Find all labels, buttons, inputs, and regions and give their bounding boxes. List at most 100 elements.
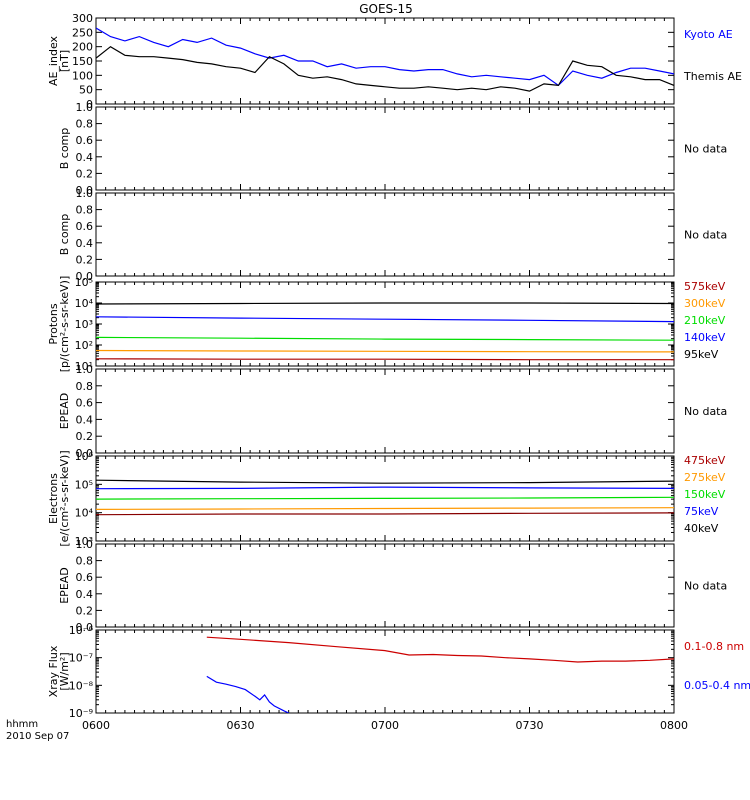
legend-label: 75keV	[684, 505, 719, 518]
x-tick-label: 0730	[516, 719, 544, 732]
legend-label: 40keV	[684, 522, 719, 535]
y-axis-label: [W/m²]	[58, 652, 71, 690]
y-tick-label: 10¹	[75, 360, 93, 373]
y-axis-label: Protons	[47, 303, 60, 344]
y-tick-label: 0.6	[76, 397, 94, 410]
panel-6: 0.0 0.2 0.4 0.6 0.8 1.0 EPEAD No data	[58, 538, 727, 634]
y-tick-label: 1.0	[76, 187, 94, 200]
y-axis-label: Electrons	[47, 473, 60, 524]
time-axis: 0600 0630 0700 0730 0800	[82, 719, 688, 732]
y-axis-label: B comp	[58, 214, 71, 256]
series-line-475keV	[96, 512, 674, 516]
panel-5: 10³ 10⁴ 10⁵ 10⁶ Electrons[e/(cm²-s-sr-keV)] 4…	[47, 450, 726, 548]
y-axis-label: AE_index	[47, 35, 60, 86]
y-tick-label: 10⁵	[75, 276, 93, 289]
y-tick-label: 250	[72, 26, 93, 39]
y-tick-label: 0.4	[76, 237, 94, 250]
y-tick-label: 10⁻⁶	[69, 624, 94, 637]
legend-label: No data	[684, 143, 727, 156]
y-tick-label: 0.4	[76, 413, 94, 426]
legend-label: 275keV	[684, 471, 726, 484]
y-tick-label: 1.0	[76, 538, 94, 551]
panel-frame	[95, 543, 675, 628]
series-line-275keV	[96, 507, 674, 510]
series-line-210keV	[96, 336, 674, 341]
y-tick-label: 0.2	[76, 167, 94, 180]
panel-2: 0.0 0.2 0.4 0.6 0.8 1.0 B comp No data	[58, 187, 727, 283]
series-line-150keV	[96, 496, 674, 500]
legend-label: 210keV	[684, 314, 726, 327]
y-axis-label: B comp	[58, 128, 71, 170]
y-tick-label: 0.0	[76, 447, 94, 460]
panel-7: 10⁻⁹ 10⁻⁸ 10⁻⁷ 10⁻⁶ Xray Flux[W/m²] 0.1-0.8 n…	[47, 624, 750, 720]
y-tick-label: 0.0	[76, 621, 94, 634]
panel-frame	[95, 629, 675, 714]
panel-4: 0.0 0.2 0.4 0.6 0.8 1.0 EPEAD No data	[58, 363, 727, 460]
series-line-40keV	[96, 479, 674, 484]
y-tick-label: 0.2	[76, 604, 94, 617]
y-tick-label: 1.0	[76, 363, 94, 376]
legend-label: No data	[684, 580, 727, 593]
y-tick-label: 200	[72, 41, 93, 54]
legend-label: No data	[684, 229, 727, 242]
y-tick-label: 10²	[75, 339, 93, 352]
legend-label: 95keV	[684, 348, 719, 361]
panel-3: 10¹ 10² 10³ 10⁴ 10⁵ Protons[p/(cm²-s-sr-keV)]…	[47, 276, 726, 373]
y-tick-label: 10⁴	[75, 507, 94, 520]
y-tick-label: 10⁻⁸	[69, 679, 94, 692]
legend-label: Kyoto AE	[684, 28, 733, 41]
y-tick-label: 1.0	[76, 101, 94, 114]
y-tick-label: 10⁶	[75, 450, 94, 463]
legend-label: 150keV	[684, 488, 726, 501]
y-tick-label: 0.0	[76, 184, 94, 197]
panel-frame	[95, 192, 675, 277]
y-tick-label: 0.6	[76, 571, 94, 584]
series-line-140keV	[96, 316, 674, 323]
figure-title: GOES-15	[359, 2, 413, 16]
x-tick-label: 0630	[227, 719, 255, 732]
panel-1: 0.0 0.2 0.4 0.6 0.8 1.0 B comp No data	[58, 101, 727, 197]
y-axis-label: [p/(cm²-s-sr-keV)]	[58, 276, 71, 373]
y-tick-label: 0.6	[76, 134, 94, 147]
y-tick-label: 50	[79, 84, 93, 97]
x-tick-label: 0800	[660, 719, 688, 732]
y-tick-label: 300	[72, 12, 93, 25]
y-tick-label: 0.2	[76, 253, 94, 266]
legend-label: Themis AE	[683, 70, 742, 83]
y-tick-label: 0.0	[76, 270, 94, 283]
y-tick-label: 10³	[75, 535, 93, 548]
y-tick-label: 0.8	[76, 555, 94, 568]
panel-frame	[95, 368, 675, 454]
y-tick-label: 100	[72, 69, 93, 82]
y-axis-label: [nT]	[58, 50, 71, 72]
x-tick-label: 0700	[371, 719, 399, 732]
y-tick-label: 0.2	[76, 430, 94, 443]
series-line-95keV	[96, 302, 674, 305]
y-tick-label: 0.4	[76, 588, 94, 601]
y-tick-label: 0.6	[76, 220, 94, 233]
y-tick-label: 150	[72, 55, 93, 68]
y-axis-label: EPEAD	[58, 393, 71, 430]
series-line-75keV	[96, 486, 674, 490]
legend-label: 0.1-0.8 nm	[684, 640, 744, 653]
date-label-date: 2010 Sep 07	[6, 731, 69, 742]
y-axis-label: Xray Flux	[47, 645, 60, 697]
legend-label: 0.05-0.4 nm	[684, 679, 750, 692]
series-line-0-05-0-4-nm	[206, 675, 289, 713]
y-tick-label: 10⁻⁷	[69, 652, 93, 665]
y-tick-label: 10⁴	[75, 297, 94, 310]
x-tick-label: 0600	[82, 719, 110, 732]
y-tick-label: 0	[86, 98, 93, 111]
legend-label: 140keV	[684, 331, 726, 344]
y-tick-label: 10³	[75, 318, 93, 331]
y-tick-label: 0.8	[76, 118, 94, 131]
panel-frame	[95, 17, 675, 105]
y-tick-label: 0.4	[76, 151, 94, 164]
y-tick-label: 10⁵	[75, 478, 93, 491]
panel-frame	[95, 281, 675, 367]
y-axis-label: [e/(cm²-s-sr-keV)]	[58, 450, 71, 546]
y-axis-label: EPEAD	[58, 567, 71, 604]
series-line-Themis-AE	[96, 45, 674, 92]
